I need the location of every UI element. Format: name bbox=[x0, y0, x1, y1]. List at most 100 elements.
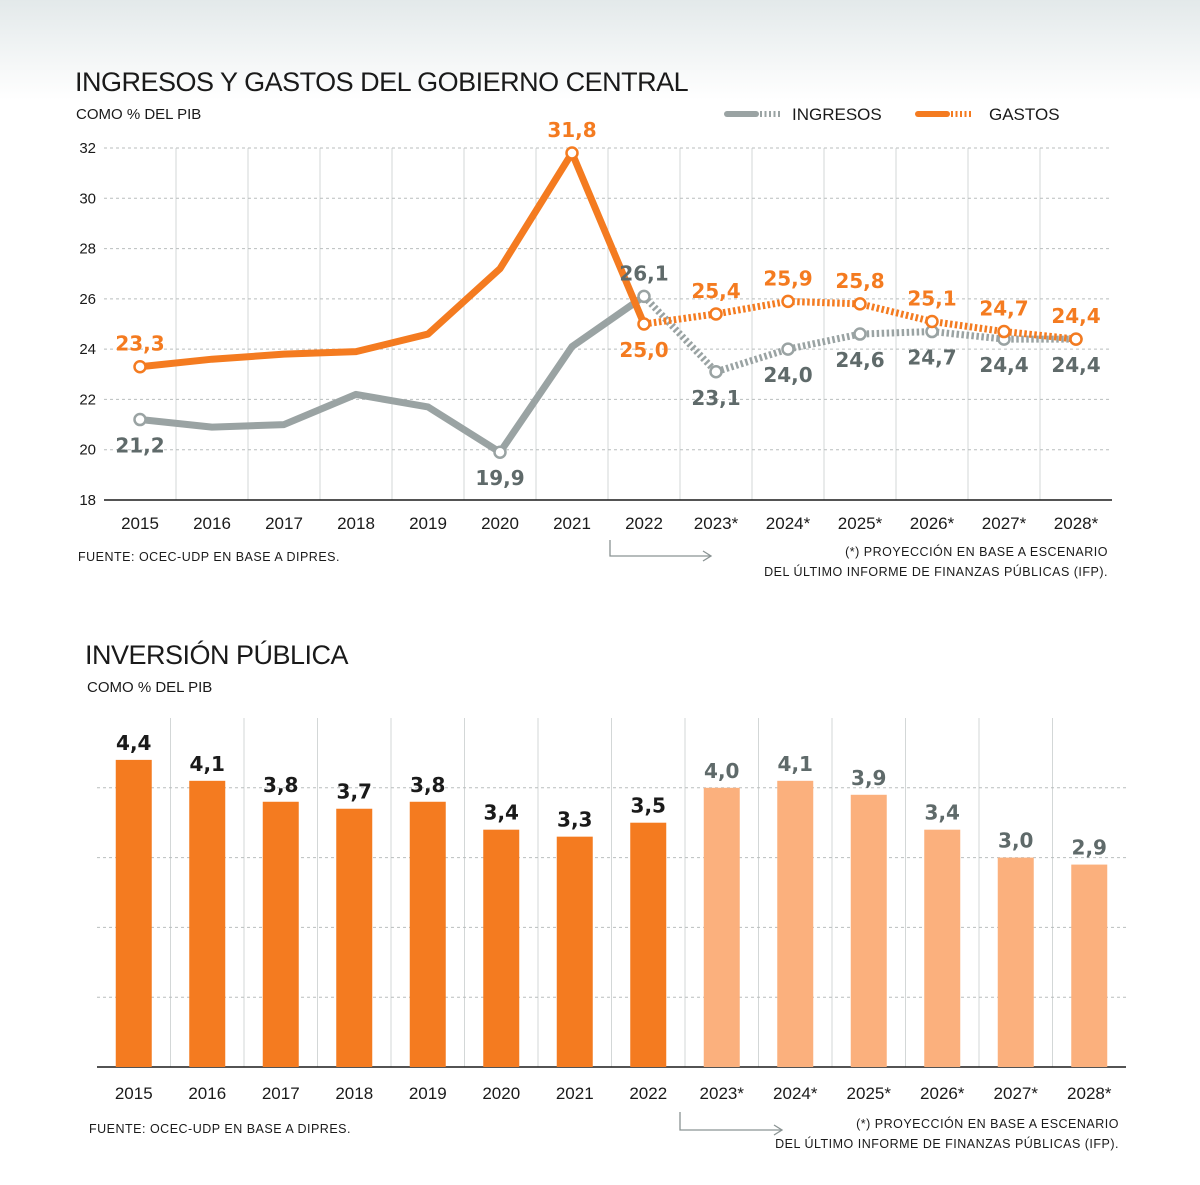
legend-gastos: GASTOS bbox=[915, 105, 1060, 124]
data-label-ingresos: 21,2 bbox=[115, 434, 164, 458]
bar bbox=[262, 801, 299, 1067]
data-label-gastos: 24,7 bbox=[979, 297, 1028, 321]
data-label-ingresos: 26,1 bbox=[619, 261, 668, 285]
x-tick-label: 2020 bbox=[481, 514, 519, 533]
x-tick-label: 2018 bbox=[337, 514, 375, 533]
marker-gastos bbox=[709, 307, 723, 321]
bar bbox=[556, 836, 593, 1067]
bar-chart-grid bbox=[97, 718, 1126, 1068]
bar-chart-source: FUENTE: OCEC-UDP EN BASE A DIPRES. bbox=[89, 1122, 351, 1136]
legend-gastos-label: GASTOS bbox=[989, 105, 1060, 124]
marker-gastos bbox=[925, 314, 939, 329]
data-label-ingresos: 24,7 bbox=[907, 346, 956, 370]
marker-gastos bbox=[781, 294, 795, 309]
y-tick-label: 32 bbox=[79, 140, 96, 157]
line-chart-subtitle: COMO % DEL PIB bbox=[76, 106, 201, 123]
x-tick-label: 2022 bbox=[629, 1084, 667, 1103]
bar-projection-arrow bbox=[679, 1112, 784, 1136]
bar bbox=[189, 780, 226, 1067]
y-tick-label: 20 bbox=[79, 442, 96, 459]
bar-value-label: 3,4 bbox=[925, 801, 960, 825]
data-label-gastos: 25,9 bbox=[763, 266, 812, 290]
bar-value-label: 4,1 bbox=[778, 752, 813, 776]
bar-value-label: 2,9 bbox=[1072, 836, 1107, 860]
bar bbox=[1071, 864, 1108, 1067]
bar bbox=[924, 829, 961, 1067]
bar bbox=[483, 829, 520, 1067]
bar-chart-footnote-2: DEL ÚLTIMO INFORME DE FINANZAS PÚBLICAS … bbox=[775, 1136, 1119, 1151]
bar-value-label: 4,0 bbox=[704, 759, 739, 783]
data-label-ingresos: 24,0 bbox=[763, 363, 812, 387]
y-tick-label: 26 bbox=[79, 291, 96, 308]
bar-chart-bars bbox=[115, 759, 1108, 1067]
bar bbox=[777, 780, 814, 1067]
bar-value-label: 4,1 bbox=[190, 752, 225, 776]
x-tick-label: 2022 bbox=[625, 514, 663, 533]
x-tick-label: 2028* bbox=[1067, 1084, 1112, 1103]
data-label-ingresos: 24,6 bbox=[835, 348, 884, 372]
bar-value-label: 3,5 bbox=[631, 794, 666, 818]
bar-value-label: 3,8 bbox=[263, 773, 298, 797]
x-tick-label: 2015 bbox=[115, 1084, 153, 1103]
y-tick-label: 22 bbox=[79, 391, 96, 408]
data-label-ingresos: 19,9 bbox=[475, 466, 524, 490]
data-label-gastos: 25,0 bbox=[619, 338, 668, 362]
data-label-ingresos: 24,4 bbox=[1051, 353, 1100, 377]
bar bbox=[336, 808, 373, 1067]
x-tick-label: 2019 bbox=[409, 514, 447, 533]
x-tick-label: 2023* bbox=[700, 1084, 745, 1103]
x-tick-label: 2024* bbox=[773, 1084, 818, 1103]
x-tick-label: 2026* bbox=[910, 514, 955, 533]
data-label-gastos: 24,4 bbox=[1051, 304, 1100, 328]
line-chart-footnote-1: (*) PROYECCIÓN EN BASE A ESCENARIO bbox=[845, 544, 1108, 559]
bar-value-label: 3,3 bbox=[557, 808, 592, 832]
legend-ingresos: INGRESOS bbox=[724, 105, 882, 124]
marker-gastos bbox=[853, 297, 867, 311]
x-tick-label: 2017 bbox=[262, 1084, 300, 1103]
x-tick-label: 2028* bbox=[1054, 514, 1099, 533]
line-chart-series bbox=[136, 149, 1077, 456]
line-chart-x-axis: 2015 2016 2017 2018 2019 2020 2021 2022 2023* 202… bbox=[121, 514, 1099, 533]
bar bbox=[997, 857, 1034, 1067]
marker-gastos bbox=[1069, 332, 1083, 346]
bar-chart-title: INVERSIÓN PÚBLICA bbox=[85, 639, 349, 670]
x-tick-label: 2021 bbox=[553, 514, 591, 533]
bar-chart-x-axis: 2015 2016 2017 2018 2019 2020 2021 2022 2023* 202… bbox=[115, 1084, 1112, 1103]
marker-gastos bbox=[637, 317, 651, 331]
data-label-gastos: 25,4 bbox=[691, 279, 740, 303]
y-tick-label: 24 bbox=[79, 341, 96, 358]
data-label-gastos: 31,8 bbox=[547, 118, 596, 142]
bar bbox=[115, 759, 152, 1067]
bar-value-label: 3,9 bbox=[851, 766, 886, 790]
marker-ingresos bbox=[637, 289, 651, 304]
data-label-gastos: 25,8 bbox=[835, 269, 884, 293]
marker-ingresos bbox=[781, 342, 795, 356]
header-band bbox=[0, 0, 1200, 100]
bar bbox=[703, 787, 740, 1067]
bar-value-label: 3,0 bbox=[998, 829, 1033, 853]
line-legend: INGRESOS GASTOS bbox=[724, 105, 1060, 124]
bar-value-label: 3,7 bbox=[337, 780, 372, 804]
data-label-ingresos: 24,4 bbox=[979, 353, 1028, 377]
marker-ingresos bbox=[493, 445, 507, 459]
x-tick-label: 2021 bbox=[556, 1084, 594, 1103]
x-tick-label: 2025* bbox=[847, 1084, 892, 1103]
x-tick-label: 2015 bbox=[121, 514, 159, 533]
line-chart-title: INGRESOS Y GASTOS DEL GOBIERNO CENTRAL bbox=[75, 67, 689, 97]
x-tick-label: 2018 bbox=[335, 1084, 373, 1103]
bar-value-label: 3,4 bbox=[484, 801, 519, 825]
x-tick-label: 2016 bbox=[193, 514, 231, 533]
marker-gastos bbox=[997, 324, 1011, 339]
bar-value-label: 3,8 bbox=[410, 773, 445, 797]
bar-chart-footnote-1: (*) PROYECCIÓN EN BASE A ESCENARIO bbox=[856, 1116, 1119, 1131]
y-tick-label: 28 bbox=[79, 241, 96, 258]
data-label-gastos: 23,3 bbox=[115, 332, 164, 356]
marker-ingresos bbox=[853, 327, 867, 341]
x-tick-label: 2026* bbox=[920, 1084, 965, 1103]
line-chart-markers bbox=[133, 146, 1083, 459]
line-chart-data-labels: 21,2 19,9 26,1 23,1 24,0 24,6 24,7 24,4 24,4 23,3… bbox=[115, 118, 1100, 490]
marker-ingresos bbox=[133, 412, 147, 427]
line-chart-grid bbox=[104, 147, 1112, 501]
bar-chart-subtitle: COMO % DEL PIB bbox=[87, 679, 212, 696]
bar bbox=[850, 794, 887, 1067]
